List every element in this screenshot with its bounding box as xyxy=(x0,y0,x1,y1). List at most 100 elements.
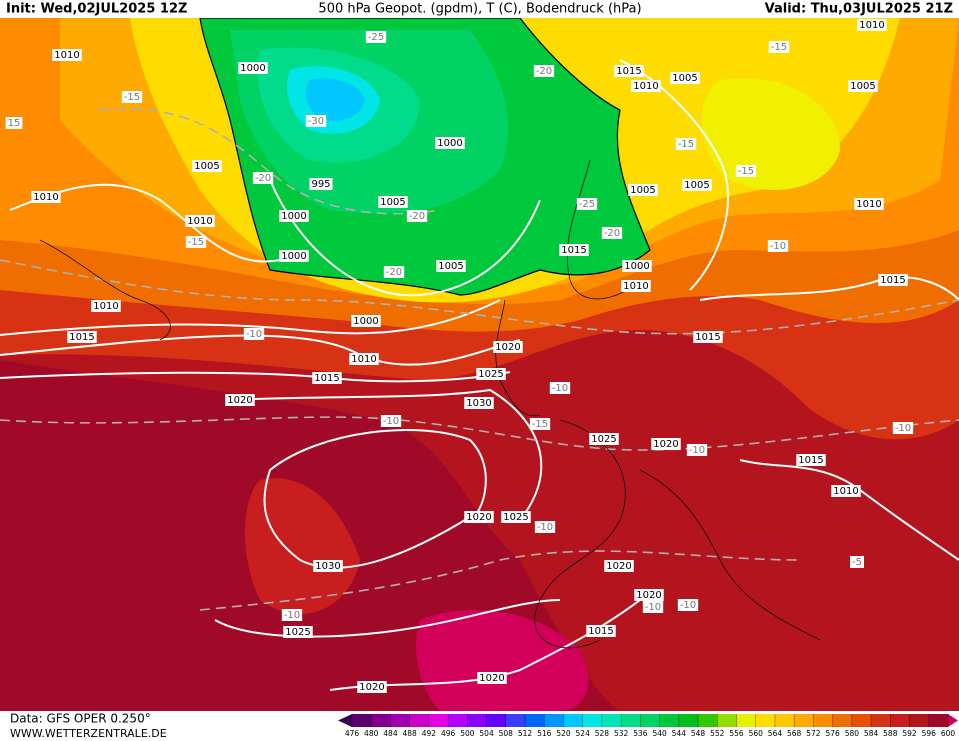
temperature-label-box xyxy=(281,609,303,621)
isobar-label: 1005 xyxy=(192,160,222,172)
temperature-label-box xyxy=(601,227,623,239)
isobar-label-box xyxy=(559,244,589,256)
isobar-label-text: 1010 xyxy=(93,301,118,312)
isobar-label-box xyxy=(501,511,531,523)
temperature-label-box xyxy=(850,556,864,568)
scale-swatch xyxy=(582,714,603,727)
scale-swatch xyxy=(352,714,372,727)
temperature-label-box xyxy=(5,117,23,129)
isobar-label-text: 1025 xyxy=(478,369,503,380)
scale-swatch xyxy=(563,714,584,727)
isobar-label-text: 995 xyxy=(311,179,330,190)
scale-swatch xyxy=(505,714,526,727)
isobar-label-box xyxy=(312,372,342,384)
temperature-label-text: -20 xyxy=(386,267,402,278)
isobar-label-box xyxy=(857,19,887,31)
isobar-label-text: 1020 xyxy=(636,590,661,601)
isobar-label: 1015 xyxy=(559,244,589,256)
isobar-label: 1015 xyxy=(796,454,826,466)
isobar-label-text: 1025 xyxy=(503,512,528,523)
isobar-label: 995 xyxy=(309,178,333,190)
map-field xyxy=(0,0,959,711)
temperature-label: -20 xyxy=(601,227,623,239)
isobar-label-text: 1015 xyxy=(69,332,94,343)
isobar-label-text: 1005 xyxy=(850,81,875,92)
isobar-label: 1020 xyxy=(493,341,523,353)
isobar-label-box xyxy=(378,196,408,208)
scale-label: 596 xyxy=(922,729,937,738)
isobar-label-box xyxy=(493,341,523,353)
isobar-label-box xyxy=(878,274,908,286)
temperature-label-text: -10 xyxy=(895,423,911,434)
scale-swatch xyxy=(544,714,564,727)
scale-swatch xyxy=(467,714,488,727)
scale-swatch xyxy=(390,714,411,727)
scale-label: 588 xyxy=(883,729,898,738)
temperature-label: -15 xyxy=(675,138,697,150)
temperature-label-text: -20 xyxy=(604,228,620,239)
isobar-label: 1020 xyxy=(477,672,507,684)
temperature-label-text: -25 xyxy=(368,32,384,43)
temperature-label-text: -15 xyxy=(532,419,548,430)
temperature-label: -15 xyxy=(735,165,757,177)
isobar-label: 1020 xyxy=(357,681,387,693)
temperature-label: -20 xyxy=(533,65,555,77)
isobar-label: 1030 xyxy=(313,560,343,572)
website: WWW.WETTERZENTRALE.DE xyxy=(10,727,167,740)
temperature-label-box xyxy=(252,172,274,184)
isobar-label-text: 1005 xyxy=(438,261,463,272)
temperature-label-box xyxy=(735,165,757,177)
scale-label: 540 xyxy=(652,729,667,738)
isobar-label: 1010 xyxy=(854,198,884,210)
scale-swatch xyxy=(640,714,661,727)
scale-label: 536 xyxy=(633,729,648,738)
temperature-label: -25 xyxy=(576,198,598,210)
map-title: 500 hPa Geopot. (gpdm), T (C), Bodendruc… xyxy=(318,2,641,17)
isobar-label: 1020 xyxy=(604,560,634,572)
isobar-label-box xyxy=(185,215,215,227)
temperature-label-box xyxy=(677,599,699,611)
temperature-label-box xyxy=(686,444,708,456)
scale-swatch xyxy=(448,714,468,727)
isobar-label-box xyxy=(682,179,712,191)
scale-swatch xyxy=(909,714,930,727)
temperature-label: -10 xyxy=(549,382,571,394)
temperature-label-box xyxy=(185,236,207,248)
isobar-label: 1015 xyxy=(586,625,616,637)
scale-label: 532 xyxy=(614,729,629,738)
temperature-label-text: -20 xyxy=(536,66,552,77)
scale-label: 492 xyxy=(422,729,437,738)
temperature-label-box xyxy=(529,418,551,430)
temperature-label: 15 xyxy=(5,117,23,129)
temperature-label-box xyxy=(406,210,428,222)
isobar-label-text: 1005 xyxy=(684,180,709,191)
isobar-label-box xyxy=(225,394,255,406)
isobar-label-text: 1025 xyxy=(591,434,616,445)
temperature-label-text: -10 xyxy=(552,383,568,394)
scale-swatch xyxy=(755,714,776,727)
isobar-label-box xyxy=(628,184,658,196)
scale-label: 500 xyxy=(460,729,475,738)
temperature-label-box xyxy=(767,240,789,252)
temperature-label: -10 xyxy=(892,422,914,434)
isobar-label-text: 1020 xyxy=(653,439,678,450)
temperature-label-box xyxy=(383,266,405,278)
color-scale: 476 480 484 488 492 496 500 504 508 512 516 520 524 5… xyxy=(338,714,958,738)
isobar-label-box xyxy=(796,454,826,466)
isobar-label-box xyxy=(283,626,313,638)
isobar-label: 1005 xyxy=(628,184,658,196)
isobar-label-text: 1030 xyxy=(466,398,491,409)
scale-swatch xyxy=(890,714,911,727)
temperature-label-text: -10 xyxy=(689,445,705,456)
temperature-label: -5 xyxy=(850,556,864,568)
scale-swatch xyxy=(601,714,622,727)
isobar-label: 1000 xyxy=(435,137,465,149)
isobar-label-box xyxy=(351,315,381,327)
isobar-label-text: 1020 xyxy=(359,682,384,693)
temperature-label: -10 xyxy=(642,601,664,613)
temperature-label-box xyxy=(892,422,914,434)
scale-swatch xyxy=(678,714,699,727)
scale-label: 512 xyxy=(518,729,533,738)
isobar-label-text: 1000 xyxy=(240,63,265,74)
scale-label: 548 xyxy=(691,729,706,738)
